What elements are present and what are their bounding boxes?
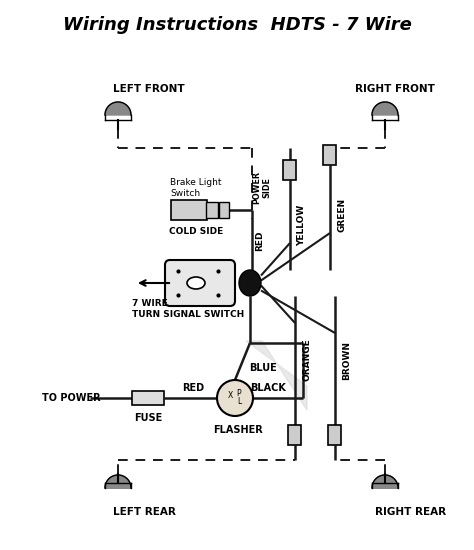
Text: L: L <box>237 398 241 406</box>
Text: Brake Light
Switch: Brake Light Switch <box>170 178 221 197</box>
FancyBboxPatch shape <box>171 200 207 220</box>
FancyBboxPatch shape <box>206 202 218 218</box>
Text: LEFT REAR: LEFT REAR <box>113 507 176 517</box>
FancyBboxPatch shape <box>328 425 341 445</box>
Ellipse shape <box>239 270 261 296</box>
FancyBboxPatch shape <box>165 260 235 306</box>
Text: LEFT FRONT: LEFT FRONT <box>113 84 185 94</box>
FancyBboxPatch shape <box>289 425 301 445</box>
Text: TO POWER: TO POWER <box>42 393 100 403</box>
Polygon shape <box>105 102 131 115</box>
Text: YELLOW: YELLOW <box>298 205 307 246</box>
FancyBboxPatch shape <box>132 391 164 405</box>
Text: FUSE: FUSE <box>134 413 162 423</box>
Text: P: P <box>237 389 241 399</box>
FancyBboxPatch shape <box>283 160 297 180</box>
Circle shape <box>217 380 253 416</box>
Text: RIGHT REAR: RIGHT REAR <box>375 507 446 517</box>
Polygon shape <box>372 475 398 488</box>
Text: RED: RED <box>182 383 204 393</box>
FancyBboxPatch shape <box>323 145 337 165</box>
Text: ORANGE: ORANGE <box>302 339 311 381</box>
Text: GREEN: GREEN <box>337 198 346 232</box>
Text: BROWN: BROWN <box>343 340 352 379</box>
Text: BLACK: BLACK <box>250 383 286 393</box>
Text: COLD SIDE: COLD SIDE <box>169 228 223 236</box>
Text: RIGHT FRONT: RIGHT FRONT <box>355 84 435 94</box>
Text: X: X <box>228 392 233 400</box>
Text: BLUE: BLUE <box>249 363 277 373</box>
Text: Wiring Instructions  HDTS - 7 Wire: Wiring Instructions HDTS - 7 Wire <box>63 16 411 34</box>
Text: FLASHER: FLASHER <box>213 425 263 435</box>
Ellipse shape <box>187 277 205 289</box>
Polygon shape <box>246 341 307 410</box>
Text: POWER
SIDE: POWER SIDE <box>252 172 272 205</box>
Text: 7 WIRE
TURN SIGNAL SWITCH: 7 WIRE TURN SIGNAL SWITCH <box>132 299 244 318</box>
FancyBboxPatch shape <box>219 202 229 218</box>
Text: RED: RED <box>255 231 264 251</box>
Polygon shape <box>105 475 131 488</box>
Polygon shape <box>372 102 398 115</box>
